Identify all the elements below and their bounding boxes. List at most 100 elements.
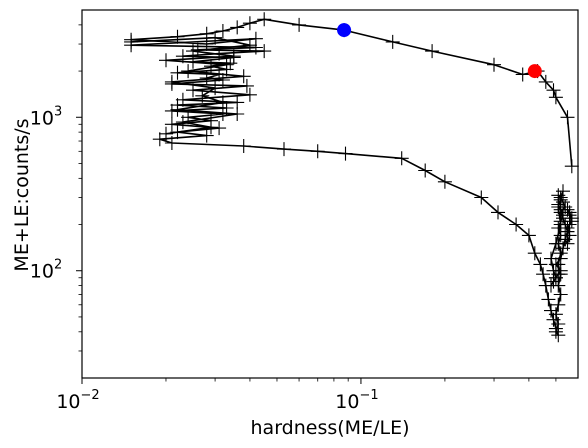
data-point — [548, 90, 563, 105]
data-point — [175, 115, 190, 130]
data-point — [551, 317, 566, 331]
data-point — [292, 17, 307, 32]
data-point — [551, 200, 566, 214]
highlight-point-1 — [527, 64, 542, 79]
data-point — [195, 88, 210, 103]
data-point — [527, 246, 542, 261]
plot-background — [82, 10, 578, 378]
data-point — [212, 67, 227, 82]
y-axis-label: ME+LE:counts/s — [11, 118, 33, 271]
data-point — [487, 57, 501, 72]
data-point — [536, 267, 551, 282]
data-point — [159, 126, 173, 141]
data-point — [538, 74, 553, 89]
plot-area — [82, 10, 578, 378]
data-point — [164, 74, 179, 89]
data-point — [541, 292, 556, 307]
data-point — [548, 307, 563, 322]
data-point — [394, 151, 409, 166]
data-point — [226, 49, 241, 64]
data-point — [208, 81, 223, 96]
data-point — [199, 128, 214, 143]
data-point — [175, 92, 190, 107]
data-point — [164, 103, 179, 118]
x-tick-label: 10−2 — [56, 388, 99, 413]
data-point — [418, 163, 433, 178]
data-point — [562, 205, 577, 220]
data-point — [219, 57, 234, 72]
data-point — [181, 64, 196, 79]
data-point — [425, 44, 440, 59]
data-point — [509, 217, 524, 232]
data-point — [223, 56, 238, 71]
data-point — [215, 24, 230, 38]
data-point — [230, 20, 245, 35]
data-point — [560, 224, 575, 239]
data-point — [548, 324, 563, 339]
data-point — [186, 44, 200, 59]
data-point — [242, 87, 257, 102]
data-point — [551, 297, 566, 312]
highlight-layer — [337, 23, 542, 79]
data-point — [560, 202, 575, 217]
data-point — [257, 12, 272, 27]
data-point — [212, 121, 227, 136]
data-point — [556, 184, 570, 199]
data-point — [564, 159, 579, 174]
data-point — [236, 139, 251, 153]
data-point — [164, 136, 179, 150]
data-point — [215, 73, 230, 87]
data-point — [199, 71, 214, 86]
data-point — [521, 228, 536, 243]
data-point — [199, 37, 214, 51]
data-point — [124, 34, 139, 49]
data-point — [170, 29, 185, 44]
data-point — [170, 102, 185, 117]
data-point — [159, 53, 173, 68]
data-point — [491, 205, 505, 220]
data-point — [242, 38, 257, 53]
data-point — [558, 232, 573, 247]
data-point — [548, 236, 563, 251]
data-point — [164, 117, 179, 132]
data-point — [236, 69, 251, 84]
data-point — [546, 83, 561, 98]
data-point — [175, 49, 190, 64]
data-point — [239, 78, 254, 93]
data-point — [553, 217, 568, 232]
data-point — [230, 107, 245, 121]
data-point — [186, 83, 200, 98]
data-point — [204, 120, 218, 135]
data-point — [170, 125, 185, 140]
data-point — [215, 95, 230, 110]
y-tick-label: 102 — [30, 258, 62, 283]
data-point — [515, 67, 530, 82]
data-point — [170, 65, 185, 80]
y-tick-label: 103 — [30, 104, 62, 129]
data-point — [564, 211, 579, 226]
data-point — [338, 146, 353, 161]
x-tick-label: 10−1 — [335, 388, 378, 413]
data-point — [219, 101, 234, 115]
data-point — [474, 190, 489, 205]
data-point — [548, 270, 563, 285]
data-point — [242, 16, 257, 31]
data-point — [556, 241, 570, 256]
data-point — [385, 34, 400, 49]
x-axis-label: hardness(ME/LE) — [251, 417, 410, 439]
axes-frame — [81, 9, 579, 379]
data-point — [546, 263, 561, 278]
data-point — [208, 30, 223, 45]
data-point — [544, 251, 558, 266]
data-point — [437, 174, 452, 189]
data-point — [310, 144, 325, 159]
data-point — [152, 132, 167, 147]
highlight-point-0 — [337, 23, 352, 38]
data-point — [277, 142, 291, 157]
data-point — [560, 110, 575, 125]
data-point — [544, 278, 558, 293]
data-point — [204, 59, 218, 74]
data-point — [212, 46, 227, 61]
data-point — [533, 257, 548, 272]
